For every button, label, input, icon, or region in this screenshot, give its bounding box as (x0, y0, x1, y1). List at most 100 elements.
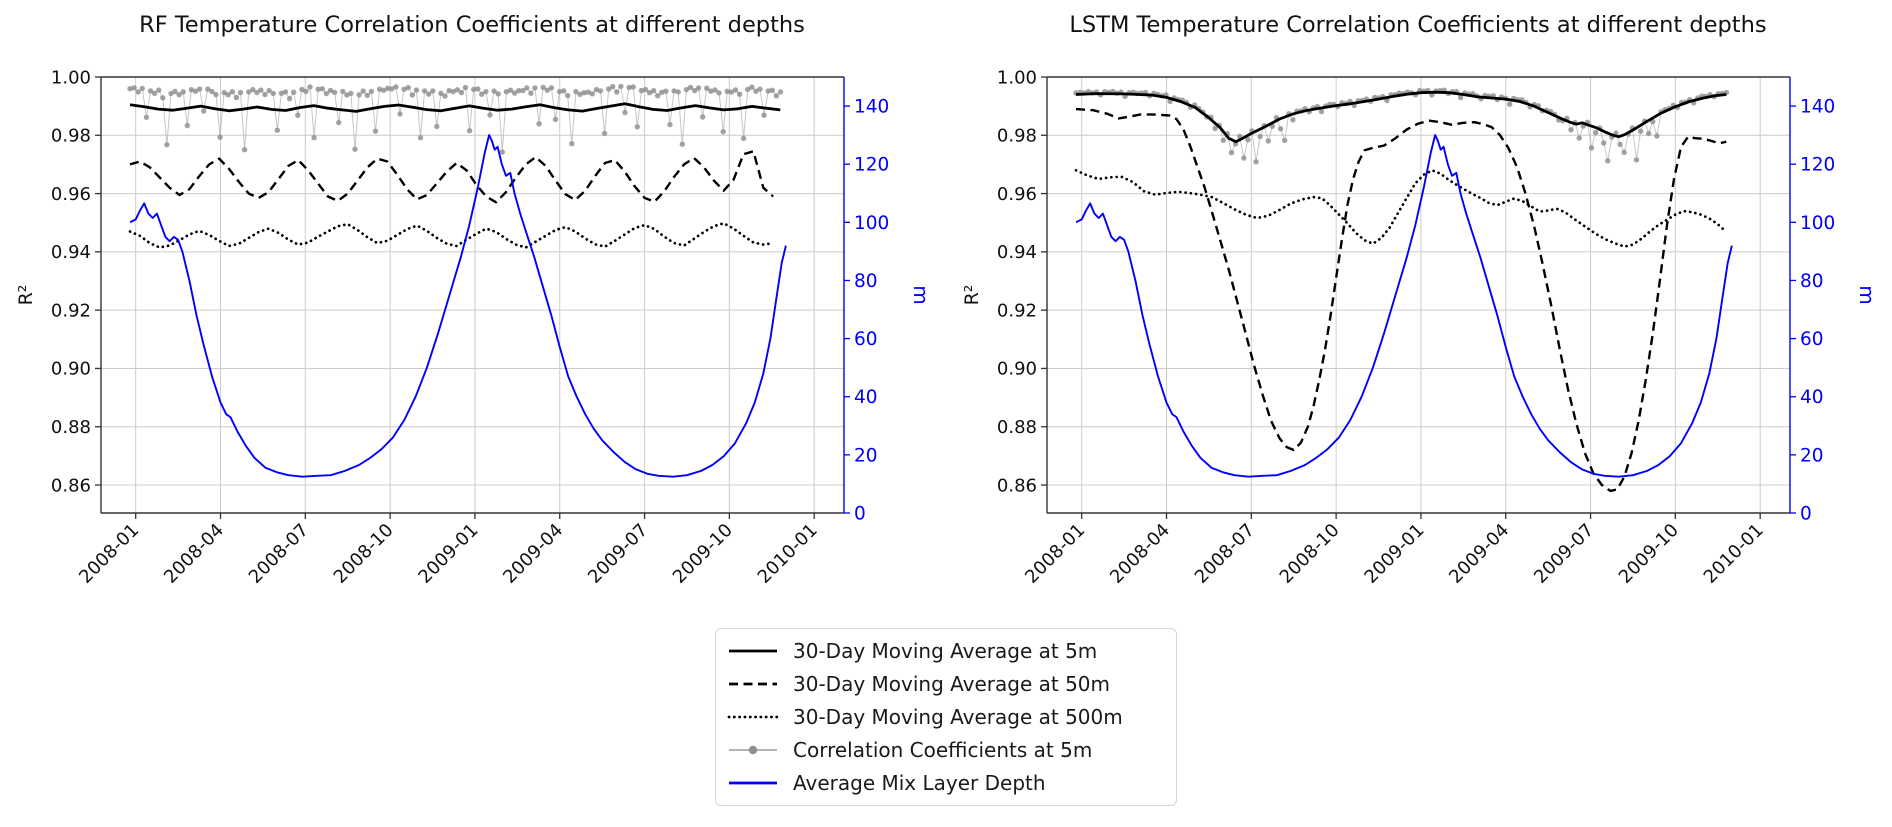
rf-cc5-point (360, 88, 366, 94)
rf-cc5-point (156, 87, 162, 93)
rf-cc5-point (454, 87, 460, 93)
rf-cc5-point (728, 89, 735, 95)
lstm-cc5-point (1241, 155, 1247, 161)
rf-cc5-point (164, 142, 170, 148)
rf-cc5-point (471, 86, 477, 93)
rf-cc5-point (499, 149, 505, 155)
rf-cc5-point (430, 88, 436, 94)
rf-cc5-point (303, 88, 309, 95)
dashed-line-sample-icon (729, 682, 777, 686)
dotted-line-sample-icon (727, 715, 779, 719)
rf-ma500-line (128, 221, 775, 249)
rf-cc5-point (618, 83, 624, 90)
lstm-ytick-right-label: 0 (1800, 503, 1812, 524)
rf-cc5-point (250, 86, 256, 93)
lstm-ytick-left-label: 0.92 (997, 300, 1037, 321)
rf-cc5-point (466, 128, 473, 134)
rf-cc5-point (274, 127, 280, 133)
rf-cc5-point (237, 89, 244, 96)
lstm-cc5-point (1592, 130, 1599, 136)
rf-ytick-left-label: 1.00 (51, 67, 91, 88)
rf-cc5-point (172, 88, 178, 95)
rf-cc5-point (462, 84, 469, 91)
rf-cc5-point (507, 87, 514, 93)
rf-cc5-point (442, 93, 448, 99)
rf-cc5-point (777, 89, 784, 95)
rf-ytick-left-label: 0.92 (51, 300, 91, 321)
rf-ylabel-left: R² (15, 285, 37, 306)
rf-xtick-label: 2008-10 (330, 520, 398, 588)
lstm-cc5-point (1220, 137, 1226, 143)
lstm-xtick-label: 2009-10 (1615, 520, 1683, 588)
rf-cc5-point (561, 88, 567, 94)
rf-cc5-point (336, 119, 342, 126)
rf-cc5-point (540, 84, 546, 91)
lstm-ylabel-right: m (1855, 285, 1879, 304)
rf-cc5-point (708, 88, 714, 94)
rf-cc5-point (426, 91, 432, 97)
lstm-ytick-right-label: 120 (1800, 155, 1835, 176)
rf-ytick-right-label: 40 (854, 387, 878, 408)
rf-ytick-left-label: 0.94 (51, 242, 91, 263)
rf-cc5-point (188, 87, 195, 93)
rf-cc5-point (184, 122, 190, 129)
rf-cc5-point (589, 91, 595, 97)
rf-cc5-point (757, 86, 763, 92)
solid-line-sample-icon (729, 649, 777, 653)
legend-label: 30-Day Moving Average at 50m (793, 672, 1111, 697)
rf-cc5-point (315, 86, 321, 92)
rf-ytick-right-label: 20 (854, 445, 878, 466)
lstm-xtick-label: 2008-04 (1106, 520, 1174, 588)
rf-cc5-point (127, 86, 133, 92)
rf-ytick-right-label: 0 (854, 503, 866, 524)
rf-cc5-point (593, 86, 600, 93)
rf-cc5-point (405, 84, 411, 91)
rf-cc5-point (176, 92, 182, 98)
rf-cc5-point (192, 88, 199, 94)
rf-cc5-point (687, 84, 694, 91)
rf-cc5-point (749, 84, 755, 90)
rf-cc5-point (213, 91, 219, 98)
rf-ytick-right-label: 100 (854, 213, 889, 234)
rf-cc5-point (221, 89, 227, 96)
rf-cc5-point (282, 89, 289, 95)
rf-xtick-label: 2010-01 (754, 520, 822, 588)
lstm-ylabel-left: R² (961, 285, 983, 306)
rf-xtick-label: 2008-04 (160, 520, 228, 588)
legend-label: 30-Day Moving Average at 5m (793, 639, 1098, 664)
lstm-ma50-line (1075, 107, 1727, 493)
rf-cc5-point (761, 112, 767, 118)
rf-cc5-point (229, 89, 235, 95)
rf-cc5-point (348, 90, 354, 97)
rf-cc5-point (610, 83, 616, 90)
lstm-cc5-point (1265, 138, 1271, 144)
rf-cc5-point (548, 85, 555, 91)
rf-cc5-scatter (127, 83, 784, 155)
lstm-cc5-point (1253, 159, 1259, 165)
lstm-ytick-right-label: 80 (1800, 271, 1824, 292)
lstm-ytick-right-label: 20 (1800, 445, 1824, 466)
rf-cc5-point (683, 86, 690, 93)
rf-cc5-point (679, 141, 685, 147)
rf-cc5-point (577, 91, 583, 98)
lstm-ytick-left-label: 0.96 (997, 184, 1037, 205)
lstm-cc5-point (1637, 128, 1644, 134)
lstm-xtick-label: 2009-04 (1445, 520, 1513, 588)
rf-cc5-point (458, 89, 465, 96)
rf-cc5-point (266, 87, 272, 94)
rf-cc5-point (291, 89, 297, 95)
legend-entry-ma500: 30-Day Moving Average at 500m (726, 701, 1166, 734)
rf-xtick-label: 2009-10 (669, 520, 737, 588)
rf-cc5-point (646, 90, 653, 96)
rf-cc5-point (634, 124, 640, 130)
rf-cc5-point (217, 134, 223, 140)
lstm-xtick-label: 2009-07 (1530, 520, 1598, 588)
rf-cc5-point (638, 87, 645, 94)
lstm-cc5-point (1245, 137, 1251, 143)
rf-cc5-point (319, 86, 325, 92)
lstm-cc5-point (1621, 149, 1627, 155)
rf-cc5-point (663, 88, 669, 94)
rf-cc5-point (295, 112, 301, 119)
lstm-ytick-left-label: 0.94 (997, 242, 1037, 263)
